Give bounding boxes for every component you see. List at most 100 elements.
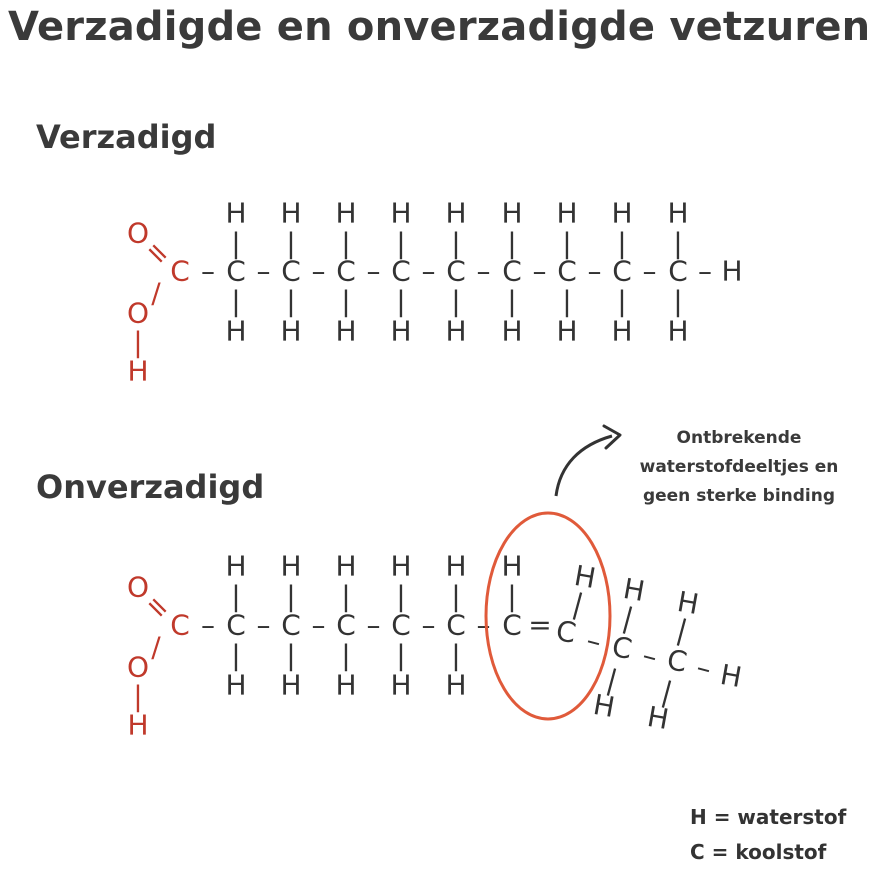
- single-bond: –: [643, 255, 657, 288]
- single-bond: –: [312, 255, 326, 288]
- hydrogen-atom: H: [721, 255, 742, 288]
- single-bond: |: [451, 285, 460, 318]
- carbon-atom: C: [391, 255, 411, 288]
- hydrogen-atom: H: [225, 315, 246, 348]
- single-bond: |: [673, 285, 682, 318]
- oxygen-atom: O: [127, 651, 149, 684]
- single-bond: –: [367, 609, 381, 642]
- legend-hydrogen: H = waterstof: [690, 805, 847, 829]
- oxygen-atom: O: [127, 297, 149, 330]
- hydrogen-atom: H: [556, 315, 577, 348]
- single-bond: –: [422, 609, 436, 642]
- single-bond: |: [133, 326, 142, 359]
- hydrogen-atom: H: [501, 197, 522, 230]
- carbon-atom: C: [281, 609, 301, 642]
- carbon-atom: C: [446, 255, 466, 288]
- single-bond: |: [617, 285, 626, 318]
- single-bond: |: [286, 639, 295, 672]
- single-bond: |: [562, 285, 571, 318]
- carbon-atom: C: [391, 609, 411, 642]
- hydrogen-atom: H: [675, 585, 701, 621]
- single-bond: –: [367, 255, 381, 288]
- carbon-atom: C: [665, 643, 690, 679]
- single-bond: –: [588, 255, 602, 288]
- hydrogen-atom: H: [225, 550, 246, 583]
- oxygen-atom: O: [127, 571, 149, 604]
- hydrogen-atom: H: [621, 572, 647, 608]
- carbon-atom: C: [446, 609, 466, 642]
- single-bond: |: [286, 580, 295, 613]
- single-bond: –: [639, 638, 661, 673]
- single-bond: |: [231, 285, 240, 318]
- single-bond: |: [231, 639, 240, 672]
- hydrogen-atom: H: [225, 197, 246, 230]
- hydrogen-atom: H: [611, 197, 632, 230]
- single-bond: –: [693, 650, 715, 685]
- hydrogen-atom: H: [225, 669, 246, 702]
- carbon-atom: C: [226, 609, 246, 642]
- single-bond: |: [507, 285, 516, 318]
- hydrogen-atom: H: [645, 700, 671, 736]
- single-bond: –: [201, 609, 215, 642]
- hydrogen-atom: H: [572, 559, 598, 595]
- carbon-atom: C: [612, 255, 632, 288]
- single-bond: –: [477, 255, 491, 288]
- single-bond: |: [231, 227, 240, 260]
- single-bond: |: [396, 227, 405, 260]
- hydrogen-atom: H: [445, 315, 466, 348]
- single-bond: |: [286, 285, 295, 318]
- carbon-atom: C: [502, 255, 522, 288]
- carbon-atom: C: [281, 255, 301, 288]
- hydrogen-atom: H: [335, 550, 356, 583]
- single-bond: /: [151, 277, 161, 310]
- single-bond: |: [133, 680, 142, 713]
- single-bond: |: [451, 639, 460, 672]
- arrow-curve: [554, 434, 613, 497]
- section-heading-unsaturated: Onverzadigd: [36, 468, 265, 506]
- arrow-head: [602, 424, 622, 450]
- section-heading-saturated: Verzadigd: [36, 118, 217, 156]
- single-bond: |: [673, 227, 682, 260]
- hydrogen-atom: H: [127, 355, 148, 388]
- single-bond: –: [422, 255, 436, 288]
- single-bond: |: [341, 227, 350, 260]
- single-bond: |: [341, 580, 350, 613]
- single-bond: –: [257, 255, 271, 288]
- hydrogen-atom: H: [445, 669, 466, 702]
- single-bond: |: [341, 285, 350, 318]
- single-bond: |: [617, 227, 626, 260]
- hydrogen-atom: H: [390, 669, 411, 702]
- hydrogen-atom: H: [280, 550, 301, 583]
- carbon-atom: C: [610, 630, 635, 666]
- annotation-line-1: Ontbrekende: [676, 428, 802, 448]
- single-bond: –: [533, 255, 547, 288]
- carbon-atom: C: [170, 609, 190, 642]
- carbon-atom: C: [170, 255, 190, 288]
- single-bond: |: [341, 639, 350, 672]
- hydrogen-atom: H: [501, 550, 522, 583]
- hydrogen-atom: H: [280, 197, 301, 230]
- single-bond: |: [451, 227, 460, 260]
- hydrogen-atom: H: [127, 709, 148, 742]
- single-bond: /: [151, 631, 161, 664]
- single-bond: –: [698, 255, 712, 288]
- hydrogen-atom: H: [335, 197, 356, 230]
- unsaturated-molecule: O=C/O|H– CH||H– CH||H– CH||H– CH||H– CH||H– CH…: [127, 550, 744, 742]
- hydrogen-atom: H: [591, 688, 617, 724]
- single-bond: |: [396, 580, 405, 613]
- annotation: Ontbrekende waterstofdeeltjes en geen st…: [614, 424, 864, 511]
- page-title: Verzadigde en onverzadigde vetzuren: [8, 4, 871, 50]
- annotation-line-3: geen sterke binding: [642, 486, 836, 506]
- single-bond: –: [201, 255, 215, 288]
- single-bond: |: [451, 580, 460, 613]
- single-bond: –: [312, 609, 326, 642]
- single-bond: |: [562, 227, 571, 260]
- single-bond: |: [396, 639, 405, 672]
- hydrogen-atom: H: [667, 315, 688, 348]
- single-bond: |: [231, 580, 240, 613]
- single-bond: –: [257, 609, 271, 642]
- oxygen-atom: O: [127, 217, 149, 250]
- single-bond: |: [396, 285, 405, 318]
- saturated-molecule: O=C/O|H– CH||H– CH||H– CH||H– CH||H– CH||H– CH…: [127, 197, 743, 388]
